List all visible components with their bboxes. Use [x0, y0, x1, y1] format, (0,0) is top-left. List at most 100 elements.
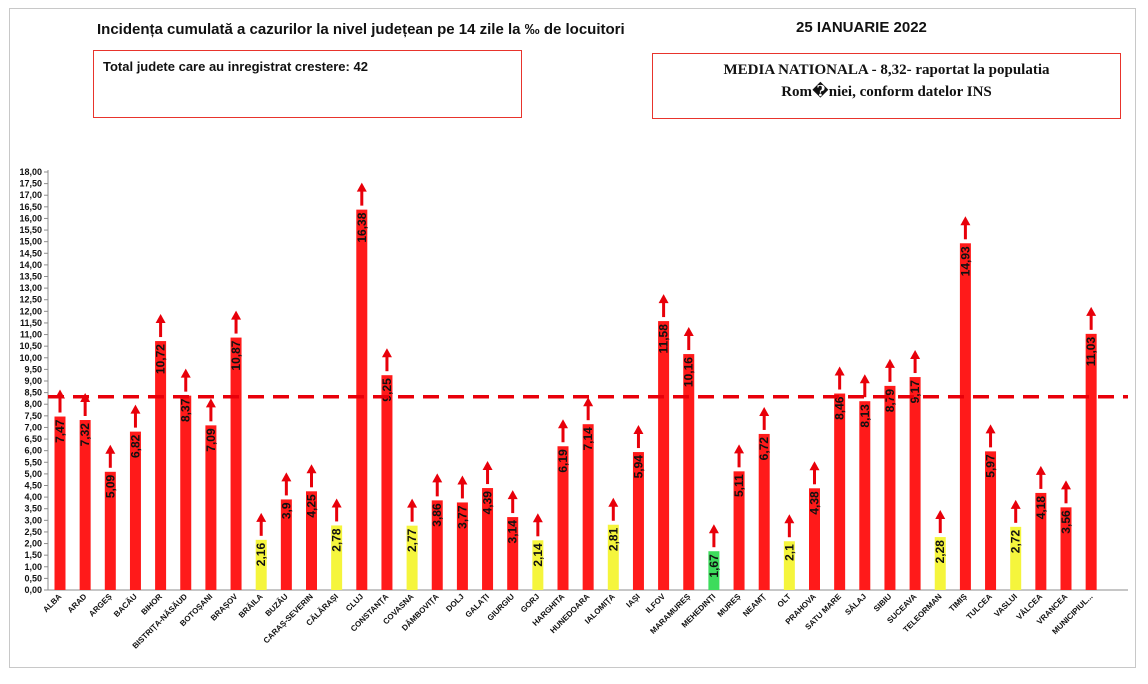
trend-arrow-up-icon	[205, 398, 216, 408]
y-tick-label: 8,50	[24, 388, 42, 398]
bar-arad	[79, 420, 91, 590]
bar-vaslui	[1010, 526, 1022, 590]
x-tick-label: BACĂU	[112, 592, 139, 619]
y-tick-label: 0,50	[24, 573, 42, 583]
data-label: 3,86	[430, 503, 444, 527]
trend-arrow-up-icon	[532, 513, 543, 523]
y-tick-label: 6,00	[24, 446, 42, 456]
bar-iași	[632, 452, 644, 590]
y-tick-label: 12,50	[19, 295, 42, 305]
data-label: 8,46	[833, 396, 847, 420]
trend-arrow-up-icon	[1061, 480, 1071, 490]
x-tick-label: ALBA	[41, 592, 63, 614]
x-tick-label: BRAȘOV	[209, 592, 240, 623]
data-label: 5,97	[984, 454, 998, 478]
bar-argeș	[104, 471, 116, 590]
bar-botoșani	[205, 425, 217, 590]
y-tick-label: 13,50	[19, 272, 42, 282]
bar-municipiul...	[1085, 333, 1097, 590]
data-label: 10,72	[154, 344, 168, 374]
data-label: 2,16	[254, 543, 268, 567]
bar-cluj	[356, 209, 368, 590]
trend-arrow-up-icon	[482, 461, 493, 471]
chart-title: Incidența cumulată a cazurilor la nivel …	[97, 21, 625, 38]
data-label: 10,87	[229, 340, 243, 370]
bar-mehedinți	[708, 551, 720, 590]
data-label: 6,72	[757, 437, 771, 461]
bar-prahova	[809, 488, 820, 590]
trend-arrow-up-icon	[558, 419, 568, 429]
national-average-line2: Rom�niei, conform datelor INS	[781, 84, 992, 100]
data-label: 5,11	[732, 474, 746, 497]
data-label: 3,56	[1059, 510, 1073, 534]
data-label: 3,14	[506, 520, 520, 544]
y-tick-label: 14,50	[19, 248, 42, 258]
x-tick-label: TULCEA	[965, 592, 994, 621]
bar-constanța	[381, 375, 393, 590]
trend-arrow-up-icon	[583, 397, 594, 407]
bar-suceava	[909, 377, 921, 590]
x-tick-label: BIHOR	[139, 592, 164, 617]
y-tick-label: 7,00	[24, 422, 42, 432]
data-label: 11,58	[657, 324, 671, 354]
trend-arrow-up-icon	[1086, 306, 1097, 316]
data-label: 6,19	[556, 449, 570, 473]
y-tick-label: 14,00	[19, 260, 42, 270]
trend-arrow-up-icon	[256, 512, 267, 522]
bar-sibiu	[884, 385, 896, 590]
bar-bistrița-năsăud	[180, 395, 192, 590]
trend-arrow-up-icon	[381, 348, 392, 358]
y-tick-label: 2,50	[24, 527, 42, 537]
bar-timiș	[959, 243, 971, 590]
data-label: 7,09	[204, 428, 218, 452]
trend-arrow-up-icon	[633, 425, 644, 435]
trend-arrow-up-icon	[356, 182, 367, 192]
bar-vrancea	[1060, 507, 1072, 590]
bar-tulcea	[985, 451, 997, 590]
trend-arrow-up-icon	[432, 473, 443, 483]
bar-covasna	[406, 525, 418, 590]
y-tick-label: 11,50	[20, 318, 42, 328]
trend-arrow-up-icon	[331, 498, 342, 508]
data-label: 7,47	[53, 419, 67, 443]
y-tick-label: 15,00	[19, 237, 42, 247]
x-tick-label: GORJ	[519, 592, 541, 614]
trend-arrow-up-icon	[231, 310, 242, 320]
data-label: 7,14	[581, 427, 595, 451]
info-box-growth: Total judete care au inregistrat crester…	[93, 50, 522, 118]
y-tick-label: 18,00	[19, 167, 42, 177]
trend-arrow-up-icon	[734, 444, 745, 454]
y-tick-label: 1,00	[24, 562, 42, 572]
bar-alba	[54, 416, 66, 590]
bar-neamț	[758, 433, 770, 590]
bar-ialomița	[607, 524, 619, 590]
y-tick-label: 16,50	[19, 202, 42, 212]
bar-galați	[482, 488, 494, 590]
chart-date: 25 IANUARIE 2022	[796, 19, 927, 36]
trend-arrow-up-icon	[306, 464, 317, 474]
trend-arrow-up-icon	[809, 461, 820, 471]
bar-brăila	[255, 539, 267, 590]
y-tick-label: 2,00	[24, 539, 42, 549]
x-tick-label: MUREȘ	[716, 592, 743, 619]
trend-arrow-up-icon	[884, 358, 895, 368]
y-tick-label: 10,50	[19, 341, 42, 351]
data-label: 2,77	[405, 528, 419, 552]
bar-vâlcea	[1035, 492, 1047, 590]
trend-arrow-up-icon	[130, 404, 141, 414]
x-tick-label: GIURGIU	[486, 592, 517, 623]
data-label: 3,77	[455, 505, 469, 529]
data-label: 4,25	[305, 494, 319, 518]
trend-arrow-up-icon	[407, 498, 418, 508]
x-tick-label: ARAD	[66, 592, 89, 615]
y-tick-label: 1,50	[24, 550, 42, 560]
bar-călărași	[331, 525, 343, 590]
trend-arrow-up-icon	[784, 514, 795, 524]
data-label: 6,82	[128, 434, 142, 458]
data-label: 3,9	[279, 502, 293, 519]
y-tick-label: 16,00	[19, 213, 42, 223]
bar-sălaj	[859, 401, 871, 590]
trend-arrow-up-icon	[910, 350, 921, 360]
bar-dolj	[456, 502, 468, 590]
